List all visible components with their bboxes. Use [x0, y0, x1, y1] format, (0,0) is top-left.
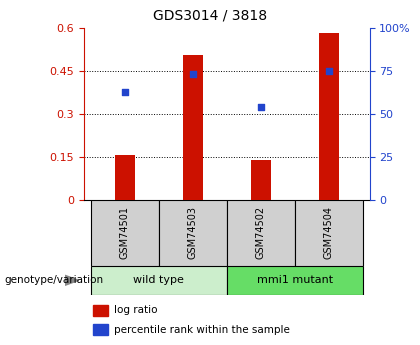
Text: mmi1 mutant: mmi1 mutant: [257, 275, 333, 285]
Text: wild type: wild type: [134, 275, 184, 285]
Polygon shape: [65, 275, 79, 285]
Point: [326, 68, 332, 73]
Text: GSM74503: GSM74503: [188, 206, 198, 259]
Bar: [159, 200, 227, 266]
Text: percentile rank within the sample: percentile rank within the sample: [114, 325, 290, 335]
Point: [121, 90, 128, 95]
Bar: [227, 266, 363, 295]
Point: [189, 71, 196, 76]
Text: genotype/variation: genotype/variation: [4, 275, 103, 285]
Bar: [92, 305, 108, 316]
Bar: [91, 266, 227, 295]
Bar: [91, 200, 159, 266]
Bar: [295, 200, 363, 266]
Text: GSM74504: GSM74504: [324, 206, 334, 259]
Bar: [319, 33, 339, 200]
Text: GSM74502: GSM74502: [256, 206, 266, 259]
Bar: [251, 160, 271, 200]
Bar: [115, 155, 135, 200]
Bar: [183, 55, 203, 200]
Text: log ratio: log ratio: [114, 305, 158, 315]
Bar: [227, 200, 295, 266]
Text: GDS3014 / 3818: GDS3014 / 3818: [153, 9, 267, 23]
Bar: [92, 324, 108, 335]
Point: [257, 104, 264, 109]
Text: GSM74501: GSM74501: [120, 206, 130, 259]
